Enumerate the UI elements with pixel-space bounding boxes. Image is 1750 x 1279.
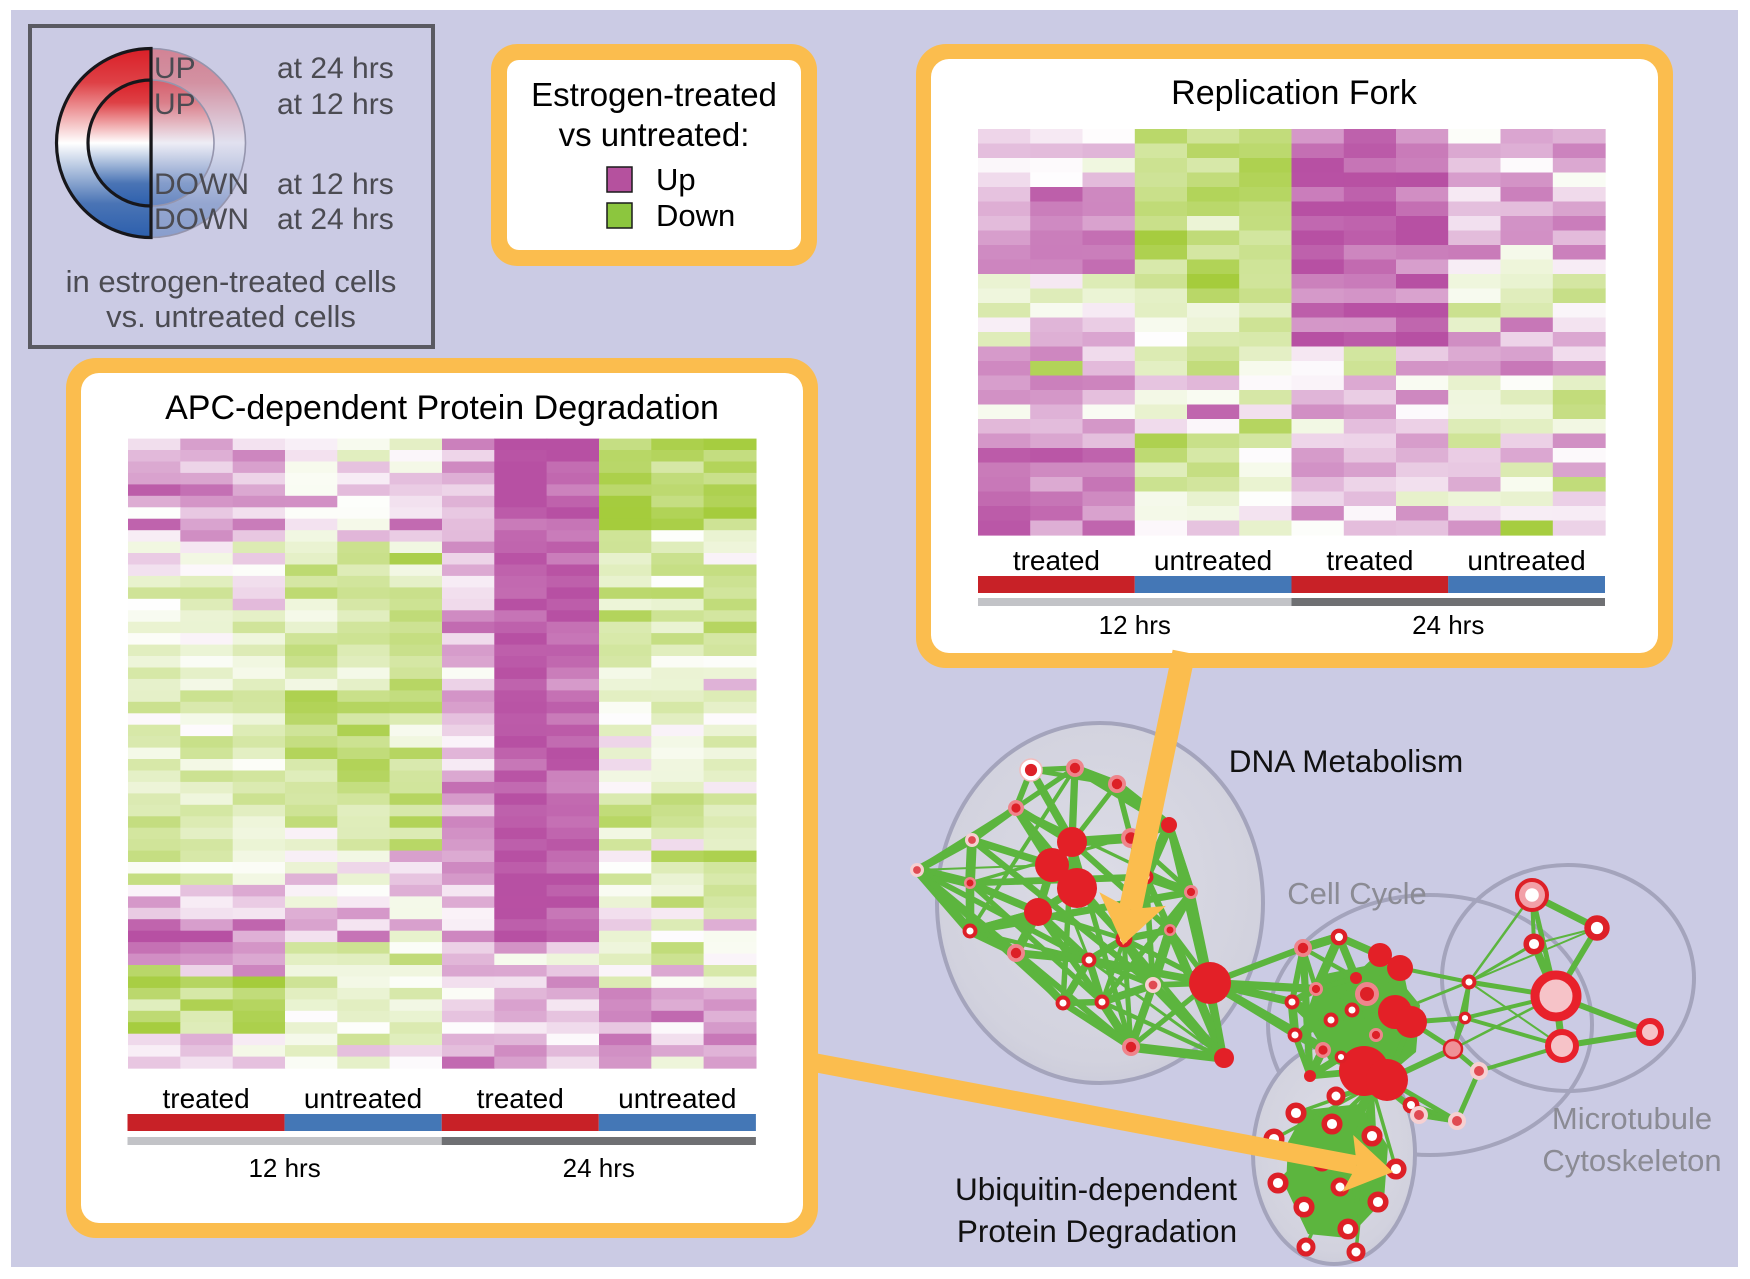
svg-text:12 hrs: 12 hrs [1099,610,1171,640]
svg-text:at 24 hrs: at 24 hrs [277,52,394,85]
svg-text:12 hrs: 12 hrs [248,1153,320,1183]
svg-text:untreated: untreated [1154,545,1272,576]
svg-text:Replication Fork: Replication Fork [1171,74,1418,112]
svg-text:DOWN: DOWN [154,168,249,201]
svg-text:at 12 hrs: at 12 hrs [277,88,394,121]
svg-text:untreated: untreated [618,1083,736,1114]
svg-text:Microtubule: Microtubule [1552,1101,1712,1136]
svg-text:Up: Up [656,162,696,197]
svg-text:untreated: untreated [304,1083,422,1114]
svg-text:UP: UP [154,88,196,121]
svg-text:at 24 hrs: at 24 hrs [277,203,394,236]
svg-text:Protein Degradation: Protein Degradation [957,1213,1237,1249]
svg-text:treated: treated [1013,545,1100,576]
svg-text:treated: treated [477,1083,564,1114]
svg-text:at 12 hrs: at 12 hrs [277,168,394,201]
svg-text:24 hrs: 24 hrs [1412,610,1484,640]
svg-text:vs. untreated cells: vs. untreated cells [106,299,356,334]
svg-text:untreated: untreated [1467,545,1585,576]
svg-text:Ubiquitin-dependent: Ubiquitin-dependent [955,1171,1237,1207]
svg-text:Cytoskeleton: Cytoskeleton [1542,1143,1721,1178]
svg-text:in estrogen-treated cells: in estrogen-treated cells [66,264,397,299]
svg-text:APC-dependent Protein Degradat: APC-dependent Protein Degradation [165,389,719,427]
svg-text:UP: UP [154,52,196,85]
svg-text:vs untreated:: vs untreated: [559,116,750,153]
svg-text:Estrogen-treated: Estrogen-treated [531,76,777,113]
svg-text:Cell Cycle: Cell Cycle [1287,876,1427,911]
svg-text:treated: treated [1326,545,1413,576]
svg-text:Down: Down [656,198,735,233]
svg-text:treated: treated [163,1083,250,1114]
svg-text:24 hrs: 24 hrs [563,1153,635,1183]
svg-text:DOWN: DOWN [154,203,249,236]
svg-text:DNA Metabolism: DNA Metabolism [1229,743,1464,779]
